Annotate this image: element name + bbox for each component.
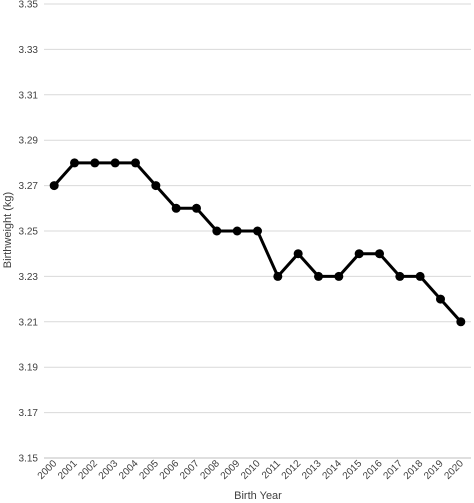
x-tick-label: 2015 [341, 458, 365, 482]
data-point [415, 271, 425, 281]
y-tick-label: 3.31 [19, 90, 39, 101]
x-tick-label: 2004 [117, 458, 141, 482]
y-tick-label: 3.27 [19, 181, 39, 192]
data-point [131, 158, 140, 168]
y-tick-label: 3.35 [19, 0, 39, 11]
x-tick-label: 2016 [361, 458, 385, 482]
data-point [436, 294, 445, 304]
x-tick-label: 2006 [158, 458, 182, 482]
x-tick-label: 2011 [260, 458, 283, 481]
x-tick-label: 2014 [320, 458, 344, 482]
x-tick-label: 2017 [381, 458, 405, 482]
gridlines [44, 3, 471, 414]
data-point [253, 226, 262, 236]
data-point [90, 158, 100, 168]
y-tick-label: 3.23 [19, 272, 39, 283]
x-tick-label: 2008 [198, 458, 222, 482]
data-point [212, 226, 222, 236]
x-tick-label: 2019 [422, 458, 446, 482]
data-point [171, 203, 181, 213]
y-tick-label: 3.17 [19, 408, 39, 419]
x-tick-label: 2005 [137, 458, 161, 482]
y-tick-label: 3.21 [19, 317, 39, 328]
x-tick-label: 2013 [300, 458, 324, 482]
x-tick-label: 2003 [97, 458, 121, 482]
data-point [151, 181, 161, 191]
y-tick-label: 3.15 [19, 454, 39, 465]
series-line [53, 161, 462, 323]
data-point [110, 158, 120, 168]
data-point [70, 158, 79, 168]
x-tick-label: 2009 [219, 458, 243, 482]
data-point [314, 271, 323, 281]
data-point [354, 249, 364, 259]
y-tick-label: 3.33 [19, 45, 39, 56]
data-point [192, 203, 201, 213]
x-tick-labels: 2000200120022003200420052006200720082009… [36, 458, 466, 482]
x-tick-label: 2007 [178, 458, 202, 482]
x-tick-label: 2012 [280, 458, 304, 482]
data-point [456, 317, 466, 327]
y-axis-label: Birthweight (kg) [2, 192, 14, 268]
x-tick-label: 2010 [239, 458, 263, 482]
y-tick-labels: 3.15 3.17 3.19 3.21 3.23 3.25 3.27 3.29 3.31 3.33… [19, 0, 39, 465]
x-tick-label: 2020 [442, 458, 466, 482]
x-tick-label: 2000 [36, 458, 60, 482]
data-point [293, 249, 303, 259]
data-point [49, 181, 59, 191]
data-point [273, 271, 283, 281]
x-tick-label: 2002 [76, 458, 100, 482]
data-point [375, 249, 384, 259]
data-point [232, 226, 242, 236]
data-point [395, 271, 405, 281]
x-axis-label: Birth Year [234, 490, 282, 502]
x-tick-label: 2018 [402, 458, 426, 482]
y-tick-label: 3.19 [19, 363, 39, 374]
y-tick-label: 3.29 [19, 136, 39, 147]
x-tick-label: 2001 [56, 458, 80, 482]
data-point [334, 271, 344, 281]
y-tick-label: 3.25 [19, 227, 39, 238]
series [49, 158, 466, 327]
